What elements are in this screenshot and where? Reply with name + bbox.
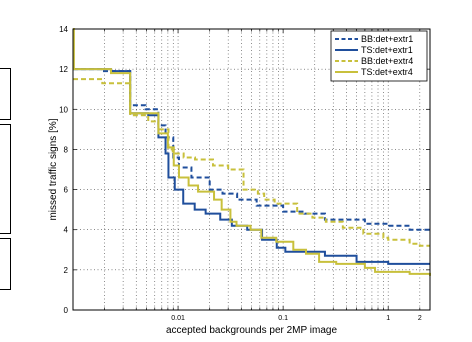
plot-frame — [72, 28, 431, 311]
legend-entry: TS:det+extr4 — [361, 67, 413, 77]
y-tick-label: 12 — [59, 65, 68, 74]
legend-entry: BB:det+extr1 — [361, 34, 413, 44]
x-tick-labels: 0.01 0.1 1 2 — [171, 315, 422, 322]
y-tick-label: 0 — [64, 306, 69, 315]
legend-entry: BB:det+extr4 — [361, 56, 413, 66]
series-lines — [72, 28, 431, 276]
series-line-4 — [72, 28, 431, 276]
y-tick-labels: 0 2 4 6 8 10 12 14 — [59, 25, 68, 315]
x-axis-label: accepted backgrounds per 2MP image — [166, 325, 337, 336]
y-tick-label: 4 — [64, 226, 69, 235]
x-tick-label: 2 — [418, 315, 422, 322]
y-tick-label: 14 — [59, 25, 68, 34]
series-line-3 — [73, 78, 430, 247]
series-line-2 — [73, 68, 430, 265]
x-tick-label: 1 — [386, 315, 390, 322]
legend: BB:det+extr1TS:det+extr1BB:det+extr4TS:d… — [330, 30, 428, 82]
neighbor-figure-fragment-top — [0, 68, 11, 120]
y-tick-label: 6 — [64, 186, 69, 195]
y-tick-label: 8 — [64, 145, 69, 154]
neighbor-figure-fragment-middle — [0, 124, 11, 234]
y-tick-label: 2 — [64, 266, 69, 275]
x-tick-label: 0.1 — [278, 315, 288, 322]
series-line-1 — [73, 68, 430, 231]
y-tick-label: 10 — [59, 105, 68, 114]
y-axis-label: missed traffic signs [%] — [48, 118, 59, 220]
neighbor-figure-fragment-bottom — [0, 238, 11, 290]
legend-entry: TS:det+extr1 — [361, 45, 413, 55]
x-tick-label: 0.01 — [171, 315, 185, 322]
